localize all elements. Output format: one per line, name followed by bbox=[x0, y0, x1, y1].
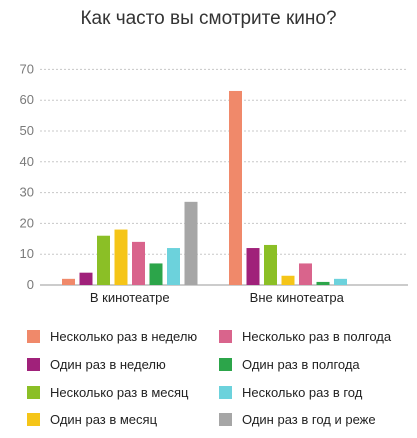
legend-swatch bbox=[219, 385, 232, 399]
bar bbox=[316, 281, 330, 285]
bar bbox=[229, 90, 242, 286]
legend-item: Один раз в год и реже bbox=[219, 411, 376, 427]
legend-swatch bbox=[27, 329, 40, 343]
bar bbox=[264, 244, 277, 285]
legend-item: Один раз в месяц bbox=[27, 411, 157, 427]
legend-swatch bbox=[219, 329, 232, 343]
legend-swatch bbox=[27, 357, 40, 371]
y-tick-label: 20 bbox=[20, 215, 34, 230]
bar bbox=[149, 263, 163, 285]
y-tick-label: 10 bbox=[20, 246, 34, 261]
legend-swatch bbox=[219, 357, 232, 371]
bar bbox=[62, 278, 75, 285]
y-tick-label: 30 bbox=[20, 185, 34, 200]
legend-item: Один раз в полгода bbox=[219, 356, 360, 372]
legend-label: Один раз в месяц bbox=[50, 411, 158, 427]
legend-swatch bbox=[219, 412, 232, 426]
y-tick-label: 50 bbox=[20, 123, 34, 138]
chart-title: Как часто вы смотрите кино? bbox=[80, 8, 337, 29]
bar bbox=[97, 235, 110, 285]
legend-item: Несколько раз в полгода bbox=[219, 328, 391, 344]
bar bbox=[299, 263, 312, 285]
legend-item: Несколько раз в год bbox=[219, 384, 362, 400]
y-tick-label: 70 bbox=[20, 61, 34, 76]
legend-label: Один раз в год и реже bbox=[242, 411, 376, 427]
bar bbox=[132, 241, 145, 285]
x-tick-label: В кинотеатре bbox=[90, 290, 170, 305]
bar bbox=[246, 248, 260, 285]
bar bbox=[334, 278, 347, 285]
bar bbox=[184, 201, 198, 285]
legend-item: Один раз в неделю bbox=[27, 356, 166, 372]
y-tick-label: 0 bbox=[27, 277, 34, 292]
y-tick-label: 60 bbox=[20, 92, 34, 107]
legend-label: Один раз в полгода bbox=[242, 356, 360, 372]
legend-swatch bbox=[27, 385, 40, 399]
legend-label: Несколько раз в неделю bbox=[50, 328, 198, 344]
legend-label: Несколько раз в год bbox=[242, 384, 363, 400]
legend-label: Один раз в неделю bbox=[50, 356, 166, 372]
legend-label: Несколько раз в месяц bbox=[50, 384, 189, 400]
bar bbox=[167, 248, 180, 285]
y-tick-label: 40 bbox=[20, 154, 34, 169]
bar bbox=[79, 272, 93, 285]
x-tick-label: Вне кинотеатра bbox=[250, 290, 345, 305]
legend-item: Несколько раз в месяц bbox=[27, 384, 189, 400]
legend-label: Несколько раз в полгода bbox=[242, 328, 392, 344]
bar bbox=[281, 275, 295, 285]
legend-item: Несколько раз в неделю bbox=[27, 328, 197, 344]
bar bbox=[114, 229, 128, 285]
legend-swatch bbox=[27, 412, 40, 426]
